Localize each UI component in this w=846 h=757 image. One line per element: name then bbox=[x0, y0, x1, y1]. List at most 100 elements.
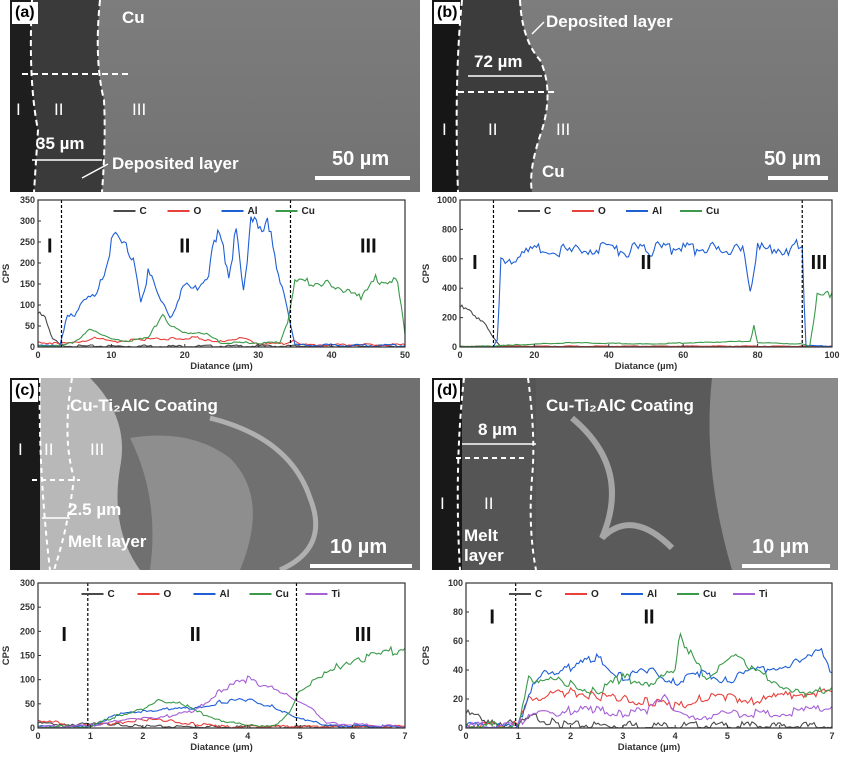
region-label: I bbox=[472, 252, 478, 274]
y-tick-label: 150 bbox=[20, 279, 35, 289]
y-tick-label: 1000 bbox=[437, 195, 457, 205]
chart-c: 0 1 2 3 4 5 6 7 0 50 100 150 200 250 300 Diatance (µm) C… bbox=[1, 578, 408, 753]
x-tick-label: 100 bbox=[824, 350, 839, 360]
y-tick-label: 50 bbox=[25, 699, 35, 709]
x-tick-label: 10 bbox=[106, 350, 116, 360]
x-tick-label: 20 bbox=[529, 350, 539, 360]
x-tick-label: 0 bbox=[463, 731, 468, 741]
scale-bar-label: 10 µm bbox=[752, 536, 810, 558]
series-line-c bbox=[459, 304, 833, 348]
width-label: 2.5 µm bbox=[68, 500, 122, 519]
layer-label: Deposited layer bbox=[546, 12, 673, 31]
sem-image-b-drawing bbox=[432, 0, 828, 192]
region-label-3: III bbox=[132, 100, 147, 119]
x-tick-label: 6 bbox=[350, 731, 355, 741]
width-label: 8 µm bbox=[478, 420, 518, 439]
scale-bar-label: 10 µm bbox=[330, 536, 388, 558]
y-tick-label: 0 bbox=[458, 723, 463, 733]
x-tick-label: 1 bbox=[88, 731, 93, 741]
series-line-al bbox=[465, 647, 833, 729]
x-tick-label: 0 bbox=[35, 350, 40, 360]
x-axis-label: Diatance (µm) bbox=[190, 361, 253, 372]
y-tick-label: 0 bbox=[452, 342, 457, 352]
x-tick-label: 80 bbox=[753, 350, 763, 360]
x-tick-label: 3 bbox=[620, 731, 625, 741]
series-line-al bbox=[459, 238, 833, 348]
legend-label-al: Al bbox=[220, 589, 230, 600]
legend-label-ti: Ti bbox=[332, 589, 341, 600]
x-tick-label: 7 bbox=[829, 731, 834, 741]
x-tick-label: 2 bbox=[568, 731, 573, 741]
y-tick-label: 200 bbox=[20, 626, 35, 636]
x-tick-label: 40 bbox=[327, 350, 337, 360]
region-label: II bbox=[179, 236, 190, 258]
series-line-cu bbox=[465, 631, 833, 729]
legend-label-ti: Ti bbox=[759, 589, 768, 600]
series-line-ti bbox=[466, 693, 833, 729]
x-tick-label: 4 bbox=[245, 731, 250, 741]
x-tick-label: 5 bbox=[298, 731, 303, 741]
sem-image-d-drawing bbox=[432, 378, 838, 570]
x-tick-label: 2 bbox=[140, 731, 145, 741]
y-axis-label: CPS bbox=[421, 646, 432, 666]
label-cu: Cu bbox=[122, 8, 145, 27]
y-tick-label: 600 bbox=[442, 254, 457, 264]
y-tick-label: 100 bbox=[20, 300, 35, 310]
plot-frame bbox=[37, 582, 406, 729]
region-label: III bbox=[360, 236, 377, 258]
y-tick-label: 40 bbox=[453, 665, 463, 675]
coating-label: Cu-Ti₂AlC Coating bbox=[70, 396, 218, 415]
region-label: II bbox=[643, 607, 654, 629]
legend-label-c: C bbox=[544, 206, 551, 217]
region-label: III bbox=[355, 624, 372, 646]
y-tick-label: 0 bbox=[30, 723, 35, 733]
y-tick-label: 350 bbox=[20, 195, 35, 205]
region-label-2: II bbox=[54, 100, 64, 119]
x-axis-label: Diatance (µm) bbox=[190, 742, 253, 753]
region-label: I bbox=[61, 624, 67, 646]
x-tick-label: 4 bbox=[673, 731, 678, 741]
sem-image-a: (a) Cu I II III 35 µm Deposited layer 50… bbox=[10, 0, 420, 192]
y-tick-label: 250 bbox=[20, 237, 35, 247]
sem-image-a-drawing bbox=[10, 0, 410, 192]
legend-label-o: O bbox=[591, 589, 599, 600]
region-label-3: III bbox=[90, 440, 105, 459]
layer-label: Deposited layer bbox=[112, 154, 239, 173]
sem-image-d: (d) Cu-Ti₂AlC Coating 8 µm I II Melt lay… bbox=[432, 378, 838, 570]
x-tick-label: 1 bbox=[516, 731, 521, 741]
legend-label-o: O bbox=[164, 589, 172, 600]
panel-label-d: (d) bbox=[434, 380, 461, 402]
y-axis-label: CPS bbox=[1, 264, 12, 284]
y-tick-label: 20 bbox=[453, 694, 463, 704]
scale-bar-label: 50 µm bbox=[332, 148, 390, 170]
plot-frame bbox=[459, 199, 833, 348]
legend-label-al: Al bbox=[652, 206, 662, 217]
legend-label-cu: Cu bbox=[302, 206, 315, 217]
series-line-o bbox=[37, 336, 406, 347]
y-tick-label: 200 bbox=[442, 313, 457, 323]
x-tick-label: 6 bbox=[777, 731, 782, 741]
plot-frame bbox=[465, 582, 833, 729]
sem-image-c-drawing bbox=[10, 378, 412, 570]
region-label: II bbox=[190, 624, 201, 646]
series-line-cu bbox=[37, 645, 406, 729]
x-tick-label: 40 bbox=[604, 350, 614, 360]
y-tick-label: 200 bbox=[20, 258, 35, 268]
scale-bar-label: 50 µm bbox=[764, 148, 822, 170]
plot-frame bbox=[37, 199, 406, 348]
series-line-ti bbox=[38, 675, 406, 729]
panel-label-a: (a) bbox=[12, 2, 38, 24]
legend-label-al: Al bbox=[248, 206, 258, 217]
x-tick-label: 0 bbox=[457, 350, 462, 360]
legend-label-cu: Cu bbox=[706, 206, 719, 217]
region-label-1: I bbox=[440, 494, 445, 513]
y-axis-label: CPS bbox=[1, 646, 12, 666]
x-tick-label: 60 bbox=[678, 350, 688, 360]
region-label-2: II bbox=[44, 440, 54, 459]
x-tick-label: 0 bbox=[35, 731, 40, 741]
layer-label: Melt layer bbox=[68, 532, 147, 551]
legend-label-al: Al bbox=[647, 589, 657, 600]
region-label: II bbox=[640, 252, 651, 274]
series-line-al bbox=[37, 698, 406, 729]
legend-label-c: C bbox=[140, 206, 147, 217]
